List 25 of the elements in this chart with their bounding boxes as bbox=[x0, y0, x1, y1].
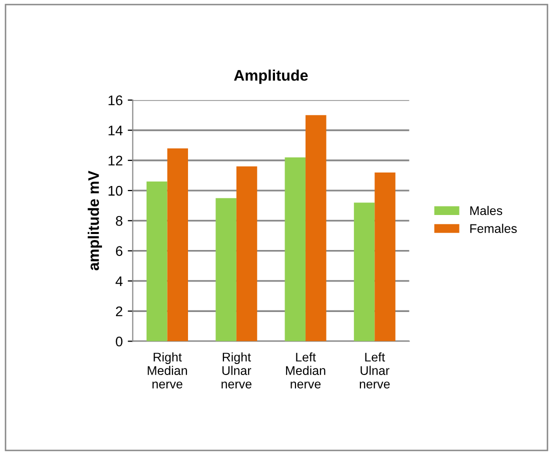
bar bbox=[167, 148, 188, 342]
bar bbox=[216, 198, 236, 342]
bar bbox=[306, 115, 326, 342]
chart-title: Amplitude bbox=[234, 70, 308, 84]
y-tick-label: 2 bbox=[116, 306, 122, 316]
x-tick-label: Left Ulnar nerve bbox=[360, 352, 390, 388]
y-tick-label: 16 bbox=[108, 95, 122, 106]
bar bbox=[146, 181, 168, 342]
bar bbox=[236, 166, 258, 342]
x-tick-label: Right Median nerve bbox=[148, 352, 187, 388]
y-tick-label: 6 bbox=[116, 246, 122, 256]
y-tick-label: 4 bbox=[116, 276, 123, 286]
bar bbox=[284, 157, 306, 342]
y-tick-label: 12 bbox=[108, 156, 122, 166]
bar bbox=[374, 172, 396, 342]
bar bbox=[354, 202, 375, 342]
x-tick-label: Left Median nerve bbox=[286, 352, 326, 388]
y-tick-label: 0 bbox=[116, 336, 122, 346]
y-tick-label: 10 bbox=[108, 186, 122, 196]
legend-label: Females bbox=[470, 224, 517, 233]
x-tick-label: Right Ulnar nerve bbox=[222, 352, 252, 388]
y-tick-label: 8 bbox=[116, 216, 122, 226]
y-axis-title: amplitude mV bbox=[88, 170, 102, 270]
y-tick-label: 14 bbox=[108, 126, 123, 136]
legend-label: Males bbox=[470, 206, 502, 216]
